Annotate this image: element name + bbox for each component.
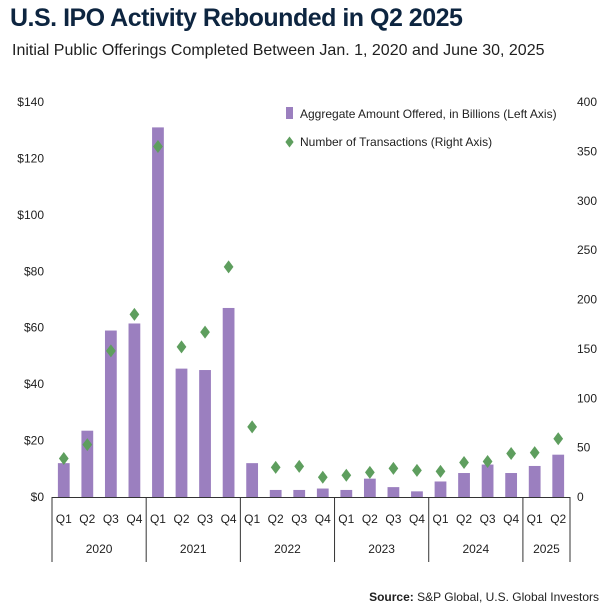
bar <box>152 127 164 498</box>
source-text: S&P Global, U.S. Global Investors <box>417 590 599 604</box>
transaction-marker <box>506 447 517 461</box>
transaction-marker <box>200 325 210 339</box>
left-axis-tick-label: $100 <box>17 208 44 222</box>
bar <box>57 463 70 497</box>
right-axis-tick-label: 50 <box>577 441 591 455</box>
right-axis-tick-label: 200 <box>577 293 597 307</box>
ipo-activity-chart: $0 $20 $40 $60 $80 $100 $120 $140 0 50 100 150 200 25… <box>17 95 597 562</box>
left-axis-tick-label: $120 <box>17 151 44 165</box>
bar <box>363 478 376 497</box>
left-axis-tick-label: $140 <box>17 95 44 109</box>
bar <box>104 330 117 497</box>
transaction-marker <box>341 468 352 482</box>
right-axis-tick-label: 100 <box>577 391 597 405</box>
year-label: 2023 <box>368 542 395 556</box>
legend-bar-swatch <box>286 107 293 119</box>
bar <box>175 368 188 497</box>
transaction-marker <box>412 463 422 477</box>
bar <box>505 473 518 497</box>
transaction-marker <box>223 260 234 274</box>
quarter-tick-label: Q3 <box>291 512 307 526</box>
transaction-marker <box>529 446 540 460</box>
transaction-marker <box>294 459 305 473</box>
chart-subtitle: Initial Public Offerings Completed Betwe… <box>12 42 545 59</box>
left-axis-tick-label: $80 <box>24 264 44 278</box>
bar <box>387 487 400 497</box>
quarter-tick-label: Q4 <box>315 512 331 526</box>
quarter-tick-label: Q3 <box>197 512 213 526</box>
legend-marker-label: Number of Transactions (Right Axis) <box>300 135 492 149</box>
quarter-tick-label: Q4 <box>409 512 425 526</box>
bar <box>293 489 306 497</box>
quarter-tick-label: Q4 <box>503 512 519 526</box>
bar <box>411 491 423 497</box>
transaction-marker <box>105 344 116 358</box>
bar <box>552 454 565 497</box>
bar <box>528 465 541 497</box>
left-axis-tick-label: $40 <box>24 377 44 391</box>
quarter-tick-label: Q1 <box>527 512 543 526</box>
bar <box>128 323 141 497</box>
transaction-marker <box>317 470 328 484</box>
transaction-marker <box>364 465 375 479</box>
right-axis-tick-label: 350 <box>577 144 597 158</box>
year-label: 2024 <box>462 542 489 556</box>
right-axis-tick-label: 250 <box>577 243 597 257</box>
transaction-marker <box>388 461 399 475</box>
quarter-tick-label: Q4 <box>126 512 142 526</box>
bar <box>222 307 235 497</box>
left-axis-tick-label: $60 <box>24 321 44 335</box>
quarter-tick-label: Q3 <box>480 512 496 526</box>
quarter-tick-label: Q2 <box>173 512 189 526</box>
left-axis-tick-label: $20 <box>24 434 44 448</box>
year-label: 2021 <box>180 542 207 556</box>
transaction-marker <box>129 307 140 321</box>
bar <box>81 430 94 497</box>
bar <box>481 464 494 497</box>
bar <box>340 489 353 497</box>
quarter-tick-label: Q1 <box>244 512 260 526</box>
quarter-tick-label: Q2 <box>79 512 95 526</box>
bar <box>458 473 470 497</box>
legend-bar-label: Aggregate Amount Offered, in Billions (L… <box>300 107 557 121</box>
bar <box>316 488 329 497</box>
transaction-marker <box>247 420 258 434</box>
transaction-marker <box>270 460 281 474</box>
transaction-marker <box>459 455 469 469</box>
quarter-tick-label: Q2 <box>550 512 566 526</box>
right-axis-tick-label: 300 <box>577 194 597 208</box>
bar <box>246 463 259 497</box>
bar <box>199 370 211 497</box>
transaction-marker <box>58 451 69 465</box>
quarter-tick-label: Q3 <box>103 512 119 526</box>
right-axis-tick-label: 0 <box>577 490 584 504</box>
quarter-tick-label: Q2 <box>268 512 284 526</box>
legend-marker-swatch <box>285 136 294 148</box>
source-label: Source: <box>369 590 414 604</box>
quarter-tick-label: Q1 <box>432 512 448 526</box>
source-note: Source: S&P Global, U.S. Global Investor… <box>369 590 599 604</box>
left-axis-tick-label: $0 <box>31 490 45 504</box>
year-label: 2022 <box>274 542 301 556</box>
transaction-marker <box>482 454 493 468</box>
transaction-marker <box>553 432 564 446</box>
quarter-tick-label: Q2 <box>456 512 472 526</box>
year-label: 2025 <box>533 542 560 556</box>
quarter-tick-label: Q4 <box>221 512 237 526</box>
quarter-tick-label: Q2 <box>362 512 378 526</box>
bar <box>434 481 447 497</box>
right-axis-tick-label: 150 <box>577 342 597 356</box>
year-label: 2020 <box>86 542 113 556</box>
quarter-tick-label: Q1 <box>56 512 72 526</box>
transaction-marker <box>153 139 163 153</box>
right-axis-tick-label: 400 <box>577 95 597 109</box>
quarter-tick-label: Q3 <box>385 512 401 526</box>
transaction-marker <box>82 438 93 452</box>
transaction-marker <box>176 340 187 354</box>
quarter-tick-label: Q1 <box>150 512 166 526</box>
bar <box>269 489 282 497</box>
transaction-marker <box>435 464 446 478</box>
quarter-tick-label: Q1 <box>338 512 354 526</box>
chart-title: U.S. IPO Activity Rebounded in Q2 2025 <box>10 4 463 32</box>
